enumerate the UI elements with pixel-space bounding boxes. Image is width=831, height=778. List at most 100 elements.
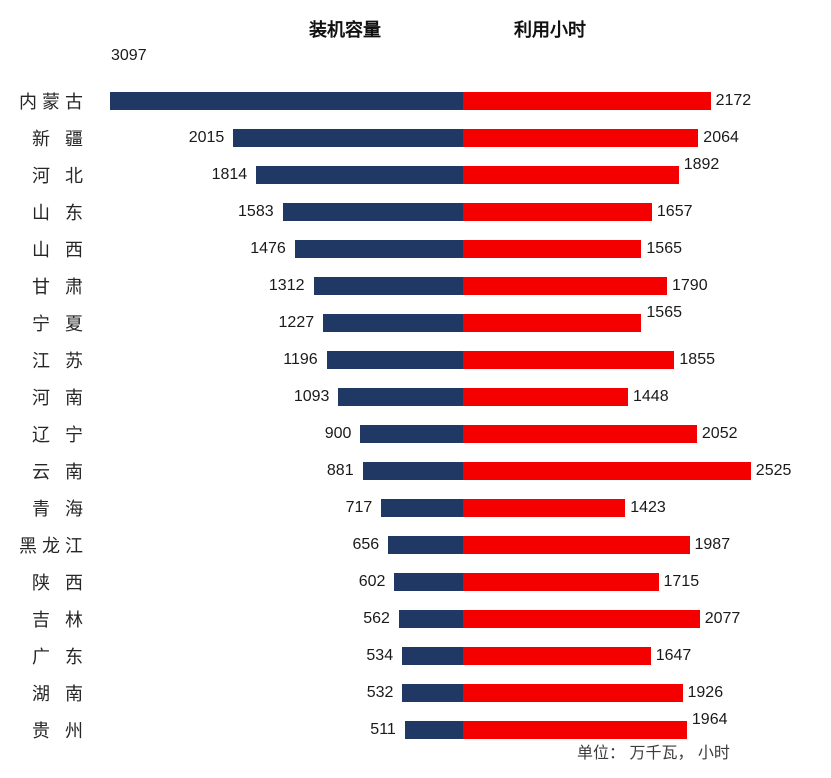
province-label: 江 苏: [31, 350, 88, 371]
bar-rows: 内蒙古 2172 新 疆 2015 2064 河 北 1814 1892 山 东 1583 1657…: [0, 82, 831, 749]
capacity-value: 1227: [278, 313, 315, 331]
table-row: 黑龙江 656 1987: [0, 535, 831, 557]
capacity-bar: [294, 239, 463, 258]
capacity-bar: [326, 350, 463, 369]
province-label: 宁 夏: [31, 313, 88, 334]
province-label: 新 疆: [31, 128, 88, 149]
capacity-bar: [282, 202, 463, 221]
hours-value: 1790: [672, 276, 708, 294]
hours-bar: [463, 202, 652, 221]
capacity-value: 511: [370, 721, 396, 739]
table-row: 河 北 1814 1892: [0, 156, 831, 186]
province-label: 河 北: [31, 165, 88, 186]
hours-value: 2525: [755, 461, 792, 479]
table-row: 内蒙古 2172: [0, 91, 831, 112]
hours-bar: [463, 387, 628, 406]
hours-value: 2064: [703, 128, 739, 146]
legend-capacity-label: 装机容量: [309, 20, 381, 40]
capacity-value: 534: [366, 647, 394, 665]
province-label: 吉 林: [31, 610, 88, 631]
hours-value: 2077: [704, 610, 741, 628]
hours-value: 1423: [630, 499, 666, 517]
hours-value: 1715: [663, 573, 700, 591]
capacity-value: 602: [358, 573, 386, 591]
table-row: 广 东 534 1647: [0, 646, 831, 667]
capacity-value: 1093: [293, 387, 330, 405]
capacity-bar: [338, 387, 463, 406]
capacity-value: 1196: [283, 350, 318, 368]
province-label: 山 东: [31, 202, 88, 223]
capacity-value: 562: [363, 610, 390, 628]
table-row: 辽 宁 900 2052: [0, 424, 831, 445]
province-label: 云 南: [31, 461, 88, 482]
unit-note: 单位： 万千瓦， 小时: [577, 745, 730, 762]
capacity-bar: [381, 499, 463, 518]
hours-bar: [463, 350, 675, 369]
hours-bar: [463, 313, 642, 332]
table-row: 河 南 1093 1448: [0, 387, 831, 408]
capacity-bar: [323, 313, 463, 332]
capacity-bar: [362, 461, 463, 480]
capacity-value: 1476: [250, 239, 286, 257]
province-label: 甘 肃: [31, 276, 88, 297]
table-row: 山 东 1583 1657: [0, 202, 831, 223]
hours-bar: [463, 424, 697, 443]
capacity-bar: [233, 128, 463, 147]
hours-value: 1892: [683, 155, 720, 173]
table-row: 陕 西 602 1715: [0, 572, 831, 593]
capacity-value: 1583: [238, 202, 274, 220]
province-label: 辽 宁: [31, 424, 88, 445]
hours-bar: [463, 461, 751, 480]
table-row: 青 海 717 1423: [0, 498, 831, 520]
hours-value: 2172: [715, 91, 752, 109]
capacity-value: 656: [352, 536, 380, 554]
hours-value: 1926: [687, 684, 724, 702]
capacity-bar: [110, 91, 463, 110]
hours-bar: [463, 239, 642, 258]
capacity-value: 1814: [211, 165, 248, 183]
hours-value: 2052: [701, 424, 738, 442]
hours-bar: [463, 91, 711, 110]
capacity-bar: [360, 424, 463, 443]
hours-value: 1565: [646, 303, 682, 321]
province-label: 山 西: [31, 239, 88, 260]
table-row: 甘 肃 1312 1790: [0, 276, 831, 297]
province-label: 青 海: [31, 499, 88, 520]
legend-hours-label: 利用小时: [514, 20, 586, 40]
capacity-bar: [402, 647, 463, 666]
province-label: 河 南: [31, 387, 88, 408]
hours-bar: [463, 684, 683, 703]
province-label: 黑龙江: [19, 536, 88, 557]
table-row: 吉 林 562 2077: [0, 609, 831, 631]
table-row: 新 疆 2015 2064: [0, 128, 831, 149]
table-row: 宁 夏 1227 1565: [0, 304, 831, 334]
hours-value: 1987: [694, 536, 731, 554]
capacity-value: 881: [326, 461, 354, 479]
hours-value: 1855: [679, 350, 715, 368]
hours-bar: [463, 128, 699, 147]
province-label: 湖 南: [31, 684, 88, 705]
capacity-value: 717: [345, 499, 373, 517]
capacity-bar: [313, 276, 463, 295]
capacity-value: 1312: [268, 276, 305, 294]
hours-bar: [463, 499, 626, 518]
hours-bar: [463, 536, 690, 555]
capacity-value: 532: [366, 684, 394, 702]
capacity-value: 2015: [188, 128, 225, 146]
hours-bar: [463, 573, 659, 592]
hours-bar: [463, 610, 700, 629]
hours-bar: [463, 276, 667, 295]
capacity-bar: [256, 165, 463, 184]
hours-bar: [463, 165, 679, 184]
hours-value: 1647: [655, 647, 692, 665]
province-label: 贵 州: [31, 721, 88, 742]
capacity-bar: [402, 684, 463, 703]
hours-bar: [463, 647, 651, 666]
hours-bar: [463, 721, 687, 740]
capacity-value: 900: [324, 424, 352, 442]
capacity-bar: [404, 721, 463, 740]
capacity-bar: [394, 573, 463, 592]
table-row: 江 苏 1196 1855: [0, 350, 831, 371]
hours-value: 1565: [646, 239, 682, 257]
